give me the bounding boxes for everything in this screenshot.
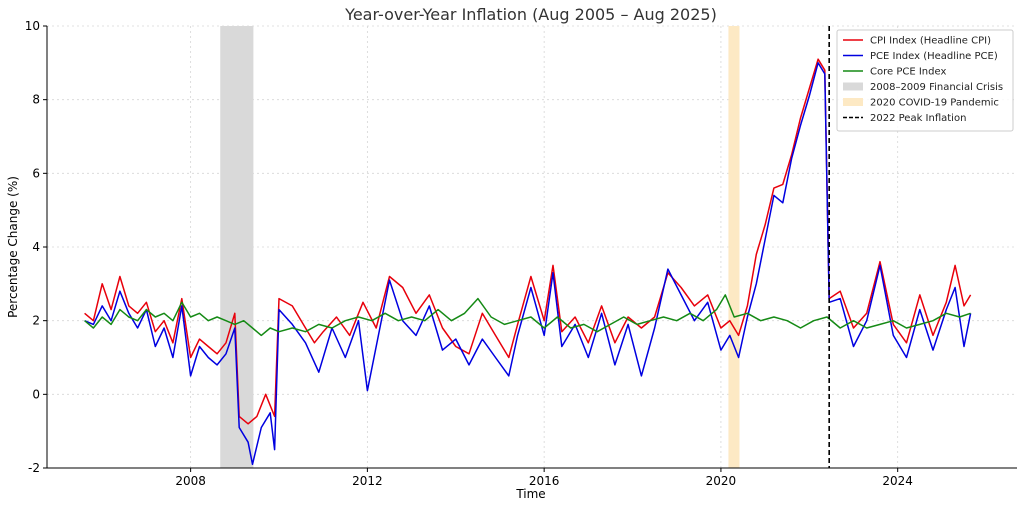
series-line-0 (84, 58, 972, 425)
x-tick-label-2: 2016 (529, 474, 560, 488)
legend-swatch-3 (843, 82, 863, 91)
x-axis-label: Time (515, 487, 545, 501)
y-tick-label-5: 8 (32, 93, 40, 107)
legend-label-3: 2008–2009 Financial Crisis (870, 82, 1003, 93)
y-tick-label-1: 0 (32, 387, 40, 401)
y-tick-label-2: 2 (32, 314, 40, 328)
legend-label-2: Core PCE Index (870, 67, 946, 78)
y-axis-label: Percentage Change (%) (6, 176, 20, 318)
x-tick-label-3: 2020 (706, 474, 737, 488)
y-tick-label-3: 4 (32, 240, 40, 254)
legend-label-4: 2020 COVID-19 Pandemic (870, 98, 999, 109)
x-tick-label-1: 2012 (352, 474, 383, 488)
legend-box (836, 29, 1014, 132)
x-tick-label-0: 2008 (175, 474, 206, 488)
band-1 (728, 26, 740, 468)
chart-legend: CPI Index (Headline CPI) PCE Index (Headl… (836, 29, 1014, 132)
legend-label-0: CPI Index (Headline CPI) (870, 36, 991, 47)
legend-label-5: 2022 Peak Inflation (870, 113, 966, 124)
y-tick-label-6: 10 (25, 19, 40, 33)
chart-title: Year-over-Year Inflation (Aug 2005 – Aug… (344, 5, 717, 24)
y-tick-label-0: -2 (28, 461, 40, 475)
series-line-1 (84, 62, 972, 466)
x-tick-label-4: 2024 (882, 474, 913, 488)
y-tick-label-4: 6 (32, 166, 40, 180)
plot-area: 2008 2012 2016 2020 2024 -2 0 2 4 6 8 10 (25, 19, 1017, 488)
legend-swatch-4 (843, 98, 863, 106)
series-line-2 (84, 294, 971, 337)
legend-label-1: PCE Index (Headline PCE) (870, 51, 998, 62)
band-0 (220, 26, 254, 468)
